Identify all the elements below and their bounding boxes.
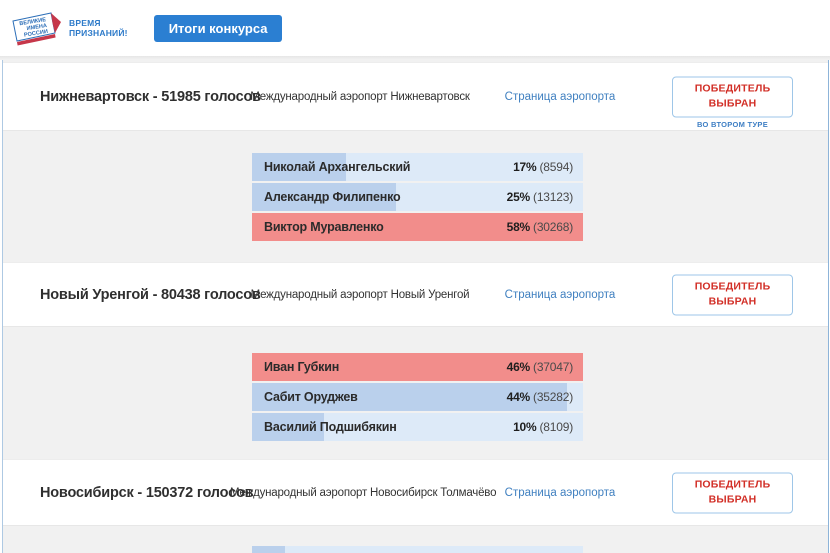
airport-name: Международный аэропорт Нижневартовск (250, 90, 470, 103)
logo-line-2: ИМЕНА (26, 23, 47, 32)
airport-name: Международный аэропорт Новый Уренгой (250, 288, 470, 301)
candidate-bars (252, 546, 583, 553)
vote-bar-fill (252, 213, 583, 241)
tagline-line-1: ВРЕМЯ (69, 17, 101, 28)
candidate-result: 17% (8594) (513, 160, 573, 174)
logo-red-arrow (51, 13, 61, 33)
vote-count: (8109) (539, 420, 574, 434)
candidate-row[interactable]: Николай Архангельский 17% (8594) (252, 153, 583, 181)
candidates-zone: Иван Губкин 46% (37047) Сабит Оруджев 44%… (3, 327, 828, 459)
vote-bar-fill (252, 153, 346, 181)
candidate-result: 46% (37047) (506, 360, 574, 374)
candidate-result: 58% (30268) (506, 220, 574, 234)
airport-page-link[interactable]: Страница аэропорта (504, 90, 616, 103)
airport-page-link[interactable]: Страница аэропорта (504, 486, 616, 499)
candidate-name: Иван Губкин (264, 360, 340, 374)
header-separator (0, 56, 830, 60)
vote-percent: 17% (513, 160, 537, 174)
candidate-row-partial[interactable] (252, 546, 583, 553)
section-header-nizhnevartovsk: Нижневартовск - 51985 голосов Международ… (3, 62, 828, 131)
results-list: Нижневартовск - 51985 голосов Международ… (2, 60, 829, 553)
winner-chosen-button[interactable]: ПОБЕДИТЕЛЬ ВЫБРАН (672, 472, 793, 513)
candidates-zone (3, 526, 828, 553)
vote-count: (37047) (533, 360, 573, 374)
vote-bar-fill (252, 353, 583, 381)
candidate-result: 44% (35282) (506, 390, 574, 404)
candidate-row[interactable]: Василий Подшибякин 10% (8109) (252, 413, 583, 441)
vote-percent: 58% (506, 220, 531, 234)
tagline-line-2: ПРИЗНАНИЙ! (69, 28, 128, 38)
candidate-result: 10% (8109) (513, 420, 573, 434)
candidate-bars: Иван Губкин 46% (37047) Сабит Оруджев 44%… (252, 353, 583, 441)
candidates-zone: Николай Архангельский 17% (8594) Александ… (3, 131, 828, 262)
candidate-name: Александр Филипенко (264, 190, 401, 204)
airport-page-link[interactable]: Страница аэропорта (504, 288, 616, 301)
candidate-name: Виктор Муравленко (264, 220, 384, 234)
city-votes-title: Новосибирск - 150372 голосов (40, 484, 254, 501)
vote-count: (13123) (533, 190, 573, 204)
candidate-name: Сабит Оруджев (264, 390, 358, 404)
vote-percent: 44% (506, 390, 531, 404)
candidate-name: Николай Архангельский (264, 160, 411, 174)
candidate-result: 25% (13123) (506, 190, 574, 204)
vote-bar-fill (252, 183, 396, 211)
vote-percent: 10% (513, 420, 537, 434)
section-header-novy-urengoy: Новый Уренгой - 80438 голосов Международ… (3, 262, 828, 327)
city-votes-title: Новый Уренгой - 80438 голосов (40, 286, 261, 303)
candidate-row[interactable]: Александр Филипенко 25% (13123) (252, 183, 583, 211)
winner-chosen-button[interactable]: ПОБЕДИТЕЛЬ ВЫБРАН (672, 76, 793, 117)
candidate-row-winner[interactable]: Виктор Муравленко 58% (30268) (252, 213, 583, 241)
logo-line-1: ВЕЛИКИЕ (19, 17, 47, 27)
site-tagline: ВРЕМЯ ПРИЗНАНИЙ! (69, 18, 128, 38)
great-names-logo[interactable]: ВЕЛИКИЕ ИМЕНА РОССИИ (10, 8, 64, 48)
logo-line-3: РОССИИ (24, 29, 49, 39)
candidate-bars: Николай Архангельский 17% (8594) Александ… (252, 153, 583, 241)
section-header-novosibirsk: Новосибирск - 150372 голосов Международн… (3, 459, 828, 526)
vote-percent: 25% (506, 190, 531, 204)
vote-percent: 46% (506, 360, 531, 374)
vote-count: (8594) (539, 160, 574, 174)
city-votes-title: Нижневартовск - 51985 голосов (40, 88, 261, 105)
vote-bar-fill (252, 546, 286, 553)
vote-bar-fill (252, 413, 325, 441)
second-round-note: ВО ВТОРОМ ТУРЕ (696, 119, 769, 129)
winner-chosen-button[interactable]: ПОБЕДИТЕЛЬ ВЫБРАН (672, 274, 793, 315)
candidate-row-winner[interactable]: Иван Губкин 46% (37047) (252, 353, 583, 381)
vote-bar-fill (252, 383, 568, 411)
contest-results-button[interactable]: Итоги конкурса (153, 14, 283, 42)
vote-count: (30268) (533, 220, 573, 234)
candidate-row[interactable]: Сабит Оруджев 44% (35282) (252, 383, 583, 411)
vote-count: (35282) (533, 390, 573, 404)
candidate-name: Василий Подшибякин (264, 420, 397, 434)
top-header: ВЕЛИКИЕ ИМЕНА РОССИИ ВРЕМЯ ПРИЗНАНИЙ! Ит… (0, 0, 830, 56)
airport-name: Международный аэропорт Новосибирск Толма… (230, 486, 497, 499)
